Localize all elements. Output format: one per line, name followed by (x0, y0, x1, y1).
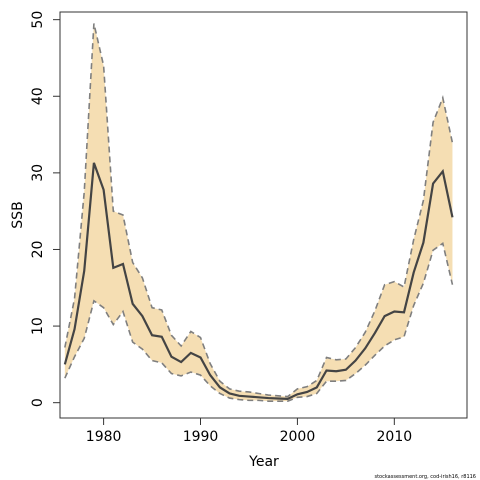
y-tick-label: 30 (30, 164, 46, 182)
y-axis-title: SSB (10, 201, 26, 228)
confidence-band-area (64, 23, 453, 402)
x-axis: 1980 1990 2000 2010 (86, 417, 413, 445)
ssb-estimate-line (63, 162, 454, 400)
y-tick-label: 40 (30, 87, 46, 105)
lower-bound-line (64, 242, 454, 402)
series-lines (63, 23, 454, 402)
x-axis-title: Year (248, 454, 279, 470)
x-tick-label: 1980 (86, 429, 122, 445)
x-tick-label: 2000 (280, 429, 316, 445)
confidence-band (64, 23, 453, 402)
y-tick-label: 0 (30, 398, 46, 407)
y-tick-label: 20 (30, 241, 46, 259)
x-tick-label: 2010 (377, 429, 413, 445)
x-tick-label: 1990 (183, 429, 219, 445)
footnote: stockassessment.org, cod-irish16, r8116 (374, 474, 476, 480)
upper-bound-line (64, 23, 454, 398)
y-tick-label: 10 (30, 317, 46, 335)
y-tick-label: 50 (30, 11, 46, 29)
y-axis: 0 10 20 30 40 50 (30, 11, 61, 407)
